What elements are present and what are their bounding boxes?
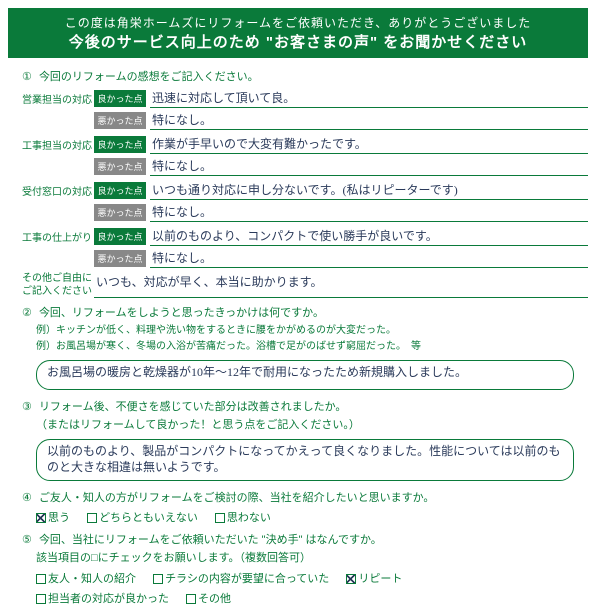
bad-tag: 悪かった点 (94, 112, 146, 129)
construction-bad-text: 特になし。 (150, 156, 588, 176)
q2-example2: 例）お風呂場が寒く、冬場の入浴が苦痛だった。浴槽で足がのばせず窮屈だった。 等 (8, 340, 588, 354)
form-header: この度は角栄ホームズにリフォームをご依頼いただき、ありがとうございました 今後の… (8, 8, 588, 58)
q3-answer-bubble: 以前のものより、製品がコンパクトになってかえって良くなりました。性能については以… (36, 439, 574, 480)
q2-num: ② (22, 306, 32, 319)
q5-header: ⑤ 今回、当社にリフォームをご依頼いただいた "決め手" はなんですか。 (8, 531, 588, 547)
section-q4: ④ ご友人・知人の方がリフォームをご検討の際、当社を紹介したいと思いますか。 思… (8, 489, 588, 525)
good-tag: 良かった点 (94, 182, 146, 199)
q1-row-reception: 受付窓口の対応 良かった点 いつも通り対応に申し分ないです。(私はリピーターです… (8, 180, 588, 222)
q5-text: 今回、当社にリフォームをご依頼いただいた "決め手" はなんですか。 (39, 534, 382, 546)
q5-opt-flyer[interactable]: チラシの内容が要望に合っていた (153, 570, 329, 586)
q1-free-row: その他ご自由にご記入ください いつも、対応が早く、本当に助かります。 (8, 272, 588, 298)
q1-free-text: いつも、対応が早く、本当に助かります。 (94, 272, 588, 298)
q1-row-sales: 営業担当の対応 良かった点 迅速に対応して頂いて良。 悪かった点 特になし。 (8, 88, 588, 130)
checkbox-icon (153, 574, 163, 584)
finish-bad-text: 特になし。 (150, 248, 588, 268)
row-label-reception: 受付窓口の対応 (8, 183, 94, 198)
checkbox-icon (346, 574, 356, 584)
q4-opt-neither[interactable]: どちらともいえない (87, 509, 198, 525)
sales-bad-text: 特になし。 (150, 110, 588, 130)
good-tag: 良かった点 (94, 228, 146, 245)
opt-label: 友人・知人の紹介 (48, 573, 136, 585)
q4-opt-no[interactable]: 思わない (215, 509, 271, 525)
q5-opt-friends[interactable]: 友人・知人の紹介 (36, 570, 136, 586)
q5-options-row2: 担当者の対応が良かった その他 (8, 590, 588, 606)
q3-text2: （またはリフォームして良かった！と思う点をご記入ください。） (8, 418, 588, 433)
checkbox-icon (36, 594, 46, 604)
finish-good-text: 以前のものより、コンパクトで使い勝手が良いです。 (150, 226, 588, 246)
section-q2: ② 今回、リフォームをしようと思ったきっかけは何ですか。 例）キッチンが低く、料… (8, 304, 588, 390)
q3-header: ③ リフォーム後、不便さを感じていた部分は改善されましたか。 (8, 398, 588, 414)
opt-label: 思わない (227, 512, 271, 524)
construction-good-text: 作業が手早いので大変有難かったです。 (150, 134, 588, 154)
q1-free-label: その他ご自由にご記入ください (8, 272, 94, 298)
q5-num: ⑤ (22, 533, 32, 546)
q4-num: ④ (22, 491, 32, 504)
header-request: 今後のサービス向上のため "お客さまの声" をお聞かせください (18, 31, 578, 52)
opt-label: リピート (358, 573, 402, 585)
reception-good-text: いつも通り対応に申し分ないです。(私はリピーターです) (150, 180, 588, 200)
header-thanks: この度は角栄ホームズにリフォームをご依頼いただき、ありがとうございました (18, 14, 578, 31)
row-label-finish: 工事の仕上がり (8, 229, 94, 244)
good-tag: 良かった点 (94, 90, 146, 107)
q5-text2: 該当項目の□にチェックをお願いします。（複数回答可） (8, 551, 588, 566)
q1-row-construction: 工事担当の対応 良かった点 作業が手早いので大変有難かったです。 悪かった点 特… (8, 134, 588, 176)
row-label-sales: 営業担当の対応 (8, 91, 94, 106)
q4-header: ④ ご友人・知人の方がリフォームをご検討の際、当社を紹介したいと思いますか。 (8, 489, 588, 505)
q5-opt-repeat[interactable]: リピート (346, 570, 402, 586)
checkbox-icon (186, 594, 196, 604)
q3-num: ③ (22, 400, 32, 413)
checkbox-icon (36, 574, 46, 584)
q1-header: ① 今回のリフォームの感想をご記入ください。 (8, 68, 588, 84)
q2-answer-bubble: お風呂場の暖房と乾燥器が10年〜12年で耐用になったため新規購入しました。 (36, 360, 574, 390)
q1-text: 今回のリフォームの感想をご記入ください。 (39, 71, 259, 83)
q4-opt-yes[interactable]: 思う (36, 509, 70, 525)
opt-label: 担当者の対応が良かった (48, 593, 169, 605)
checkbox-icon (87, 513, 97, 523)
q2-example1: 例）キッチンが低く、料理や洗い物をするときに腰をかがめるのが大変だった。 (8, 324, 588, 338)
checkbox-icon (215, 513, 225, 523)
bad-tag: 悪かった点 (94, 158, 146, 175)
reception-bad-text: 特になし。 (150, 202, 588, 222)
q5-opt-other[interactable]: その他 (186, 590, 231, 606)
q2-header: ② 今回、リフォームをしようと思ったきっかけは何ですか。 (8, 304, 588, 320)
section-q3: ③ リフォーム後、不便さを感じていた部分は改善されましたか。 （またはリフォーム… (8, 398, 588, 481)
opt-label: その他 (198, 593, 231, 605)
q2-text: 今回、リフォームをしようと思ったきっかけは何ですか。 (39, 307, 324, 319)
opt-label: チラシの内容が要望に合っていた (165, 573, 329, 585)
q1-num: ① (22, 70, 32, 83)
row-label-construction: 工事担当の対応 (8, 137, 94, 152)
section-q1: ① 今回のリフォームの感想をご記入ください。 営業担当の対応 良かった点 迅速に… (8, 68, 588, 298)
sales-good-text: 迅速に対応して頂いて良。 (150, 88, 588, 108)
section-q5: ⑤ 今回、当社にリフォームをご依頼いただいた "決め手" はなんですか。 該当項… (8, 531, 588, 606)
q4-text: ご友人・知人の方がリフォームをご検討の際、当社を紹介したいと思いますか。 (39, 492, 434, 504)
bad-tag: 悪かった点 (94, 204, 146, 221)
opt-label: 思う (48, 512, 70, 524)
q3-text: リフォーム後、不便さを感じていた部分は改善されましたか。 (39, 401, 346, 413)
bad-tag: 悪かった点 (94, 250, 146, 267)
checkbox-icon (36, 513, 46, 523)
q5-opt-staff[interactable]: 担当者の対応が良かった (36, 590, 169, 606)
q4-options: 思う どちらともいえない 思わない (8, 509, 588, 525)
good-tag: 良かった点 (94, 136, 146, 153)
opt-label: どちらともいえない (99, 512, 198, 524)
q5-options-row1: 友人・知人の紹介 チラシの内容が要望に合っていた リピート (8, 570, 588, 586)
q1-row-finish: 工事の仕上がり 良かった点 以前のものより、コンパクトで使い勝手が良いです。 悪… (8, 226, 588, 268)
